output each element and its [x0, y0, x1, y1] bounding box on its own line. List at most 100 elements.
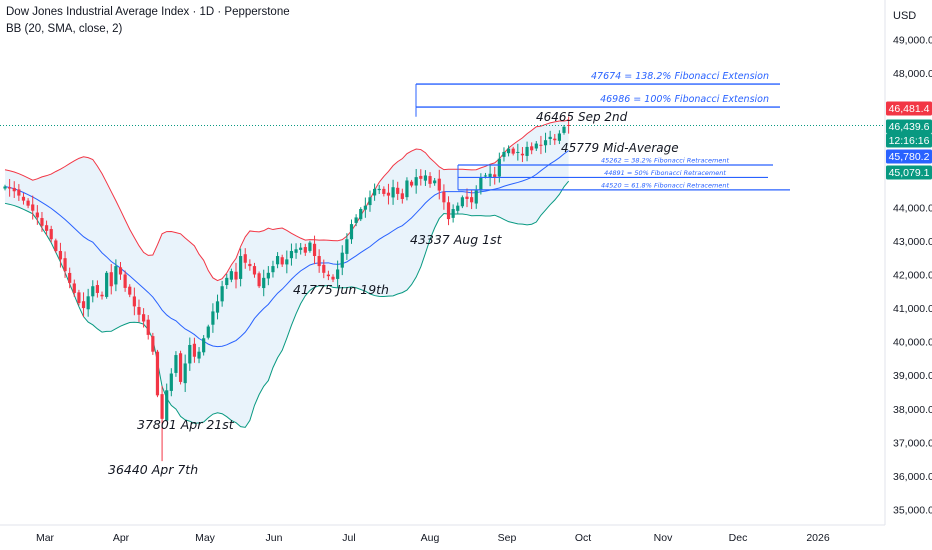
candle: [206, 324, 210, 340]
candle: [49, 225, 53, 243]
candle: [63, 251, 67, 278]
currency-label[interactable]: USD: [893, 10, 917, 22]
candle: [437, 169, 441, 200]
candle: [433, 177, 437, 186]
candle: [336, 260, 340, 288]
candle: [345, 233, 349, 260]
candle: [349, 219, 354, 244]
time-tick-label: May: [195, 532, 216, 544]
candle: [220, 280, 224, 307]
candle: [202, 335, 206, 356]
time-axis[interactable]: Mar Apr May Jun Jul Aug Sep Oct Nov Dec 2026: [36, 532, 830, 544]
candle: [234, 262, 238, 289]
candle: [340, 245, 344, 276]
candle: [363, 197, 367, 218]
price-annotation: 36440 Apr 7th: [108, 462, 198, 477]
candle: [54, 238, 58, 253]
candle: [114, 259, 118, 292]
candle: [289, 243, 294, 266]
candle: [382, 186, 386, 197]
candle: [322, 259, 326, 279]
svg-text:45,079.1: 45,079.1: [889, 167, 930, 179]
price-tag: 46,439.6: [886, 119, 932, 134]
price-tick-label: 42,000.0: [893, 269, 932, 281]
price-annotation: 43337 Aug 1st: [410, 232, 503, 247]
candle: [326, 270, 330, 281]
price-tick-label: 44,000.0: [893, 202, 932, 214]
time-tick-label: Oct: [575, 532, 591, 544]
candle: [470, 190, 474, 210]
candle: [359, 207, 363, 222]
candle: [428, 172, 432, 188]
candle: [95, 280, 99, 298]
candle: [488, 164, 492, 187]
candle: [239, 248, 243, 287]
time-tick-label: Jun: [266, 532, 283, 544]
candle: [174, 351, 178, 377]
time-tick-label: 2026: [806, 532, 830, 544]
indicator-label[interactable]: BB (20, SMA, close, 2): [6, 23, 123, 35]
candle: [373, 183, 377, 201]
fib-retracement-label: 45262 = 38.2% Fibonacci Retracement: [601, 156, 729, 164]
candle: [165, 383, 169, 421]
candle: [151, 332, 155, 355]
time-tick-label: Dec: [729, 532, 748, 544]
candle: [118, 261, 123, 280]
candle: [243, 248, 247, 269]
candle: [474, 185, 478, 209]
price-tick-label: 35,000.0: [893, 504, 932, 516]
price-annotation: 41775 Jun 19th: [293, 282, 389, 297]
candle: [81, 292, 86, 317]
candle: [271, 260, 275, 278]
candle: [354, 214, 358, 227]
candle: [155, 349, 160, 398]
price-tick-label: 38,000.0: [893, 404, 932, 416]
candle: [169, 368, 173, 397]
candle: [557, 130, 561, 145]
candle: [192, 337, 197, 363]
candle: [506, 145, 511, 157]
price-tick-label: 48,000.0: [893, 68, 932, 80]
price-tick-label: 41,000.0: [893, 303, 932, 315]
candle: [188, 337, 192, 371]
candle: [423, 170, 428, 186]
candle: [280, 254, 284, 267]
candle: [26, 198, 30, 209]
candle: [331, 274, 335, 283]
candle: [91, 280, 95, 303]
candle: [548, 130, 552, 146]
fib-retracement-label: 44520 = 61.8% Fibonacci Retracement: [601, 181, 729, 189]
candle: [183, 354, 187, 392]
price-annotation: 45779 Mid-Average: [561, 141, 679, 155]
chart-title: Dow Jones Industrial Average Index · 1D …: [6, 6, 290, 18]
svg-text:45,780.2: 45,780.2: [889, 151, 930, 163]
candle: [465, 188, 469, 208]
candle: [562, 124, 566, 135]
time-tick-label: Aug: [421, 532, 440, 544]
bollinger-bands: [0, 119, 885, 428]
candle: [58, 242, 63, 268]
candle: [257, 271, 261, 289]
candle: [567, 116, 571, 134]
candle: [543, 132, 548, 153]
candle: [160, 385, 164, 462]
candle: [405, 177, 409, 201]
candle: [511, 146, 515, 156]
candle: [299, 243, 303, 255]
price-tag: 45,780.2: [886, 149, 932, 164]
candle: [3, 184, 7, 191]
candle: [308, 240, 312, 253]
candle: [128, 284, 132, 298]
candle: [377, 184, 381, 195]
time-tick-label: Apr: [113, 532, 130, 544]
price-tick-label: 37,000.0: [893, 437, 932, 449]
candle: [229, 268, 233, 283]
candle: [539, 135, 543, 155]
svg-text:46,481.4: 46,481.4: [889, 103, 930, 115]
candle: [520, 147, 525, 163]
candle: [21, 192, 26, 205]
svg-text:12:16:16: 12:16:16: [889, 135, 930, 147]
upper-band: [4, 119, 569, 282]
price-annotation: 37801 Apr 21st: [137, 417, 235, 432]
